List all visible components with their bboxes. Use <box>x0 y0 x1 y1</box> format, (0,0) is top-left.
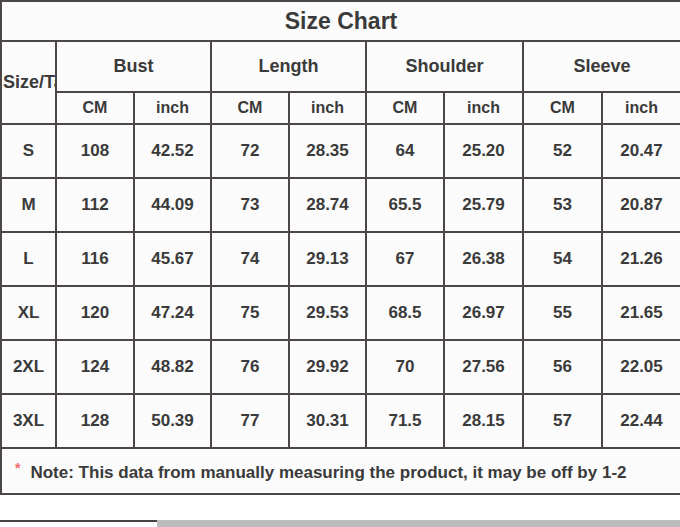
data-cell: 55 <box>523 286 602 340</box>
data-cell: 28.74 <box>289 178 366 232</box>
data-cell: 70 <box>366 340 444 394</box>
data-cell: 108 <box>56 124 134 178</box>
data-cell: 21.26 <box>602 232 680 286</box>
table-row: 2XL 124 48.82 76 29.92 70 27.56 56 22.05 <box>1 340 680 394</box>
data-cell: 21.65 <box>602 286 680 340</box>
data-cell: 52 <box>523 124 602 178</box>
data-cell: 50.39 <box>134 394 211 448</box>
size-label: S <box>1 124 56 178</box>
data-cell: 53 <box>523 178 602 232</box>
group-header-length: Length <box>211 41 366 92</box>
data-cell: 74 <box>211 232 289 286</box>
data-cell: 20.47 <box>602 124 680 178</box>
note-text: Note: This data from manually measuring … <box>30 463 626 482</box>
data-cell: 42.52 <box>134 124 211 178</box>
unit-header: CM <box>366 92 444 124</box>
data-cell: 48.82 <box>134 340 211 394</box>
data-cell: 26.97 <box>444 286 523 340</box>
data-cell: 29.13 <box>289 232 366 286</box>
data-cell: 77 <box>211 394 289 448</box>
note-row: * Note: This data from manually measuring… <box>1 448 680 494</box>
data-cell: 28.35 <box>289 124 366 178</box>
size-chart-table: Size Chart Size/Tag Bust Length Shoulder… <box>0 0 680 495</box>
data-cell: 73 <box>211 178 289 232</box>
group-header-bust: Bust <box>56 41 211 92</box>
data-cell: 71.5 <box>366 394 444 448</box>
data-cell: 45.67 <box>134 232 211 286</box>
data-cell: 20.87 <box>602 178 680 232</box>
unit-header: CM <box>523 92 602 124</box>
data-cell: 68.5 <box>366 286 444 340</box>
data-cell: 29.92 <box>289 340 366 394</box>
group-header-row: Size/Tag Bust Length Shoulder Sleeve <box>1 41 680 92</box>
data-cell: 75 <box>211 286 289 340</box>
unit-header: inch <box>602 92 680 124</box>
size-label: L <box>1 232 56 286</box>
bottom-cutoff-strip <box>0 520 680 527</box>
data-cell: 120 <box>56 286 134 340</box>
unit-header: inch <box>289 92 366 124</box>
bottom-strip-right <box>157 520 680 527</box>
table-row: XL 120 47.24 75 29.53 68.5 26.97 55 21.6… <box>1 286 680 340</box>
group-header-sleeve: Sleeve <box>523 41 680 92</box>
data-cell: 124 <box>56 340 134 394</box>
data-cell: 26.38 <box>444 232 523 286</box>
corner-header-size-tag: Size/Tag <box>1 41 56 124</box>
data-cell: 67 <box>366 232 444 286</box>
page-title: Size Chart <box>1 1 680 41</box>
data-cell: 72 <box>211 124 289 178</box>
note-cell: * Note: This data from manually measuring… <box>1 448 680 494</box>
unit-header: CM <box>56 92 134 124</box>
data-cell: 116 <box>56 232 134 286</box>
title-row: Size Chart <box>1 1 680 41</box>
data-cell: 44.09 <box>134 178 211 232</box>
data-cell: 25.79 <box>444 178 523 232</box>
size-label: XL <box>1 286 56 340</box>
size-label: 3XL <box>1 394 56 448</box>
data-cell: 64 <box>366 124 444 178</box>
data-cell: 22.05 <box>602 340 680 394</box>
size-chart: Size Chart Size/Tag Bust Length Shoulder… <box>0 0 680 527</box>
unit-header: inch <box>134 92 211 124</box>
group-header-shoulder: Shoulder <box>366 41 523 92</box>
size-label: 2XL <box>1 340 56 394</box>
size-label: M <box>1 178 56 232</box>
unit-header: CM <box>211 92 289 124</box>
data-cell: 28.15 <box>444 394 523 448</box>
bottom-strip-left <box>0 520 157 527</box>
data-cell: 112 <box>56 178 134 232</box>
unit-header-row: CM inch CM inch CM inch CM inch <box>1 92 680 124</box>
data-cell: 22.44 <box>602 394 680 448</box>
table-row: M 112 44.09 73 28.74 65.5 25.79 53 20.87 <box>1 178 680 232</box>
data-cell: 54 <box>523 232 602 286</box>
data-cell: 56 <box>523 340 602 394</box>
data-cell: 25.20 <box>444 124 523 178</box>
asterisk-marker: * <box>15 460 20 476</box>
data-cell: 57 <box>523 394 602 448</box>
data-cell: 76 <box>211 340 289 394</box>
table-row: 3XL 128 50.39 77 30.31 71.5 28.15 57 22.… <box>1 394 680 448</box>
data-cell: 128 <box>56 394 134 448</box>
unit-header: inch <box>444 92 523 124</box>
data-cell: 27.56 <box>444 340 523 394</box>
table-row: S 108 42.52 72 28.35 64 25.20 52 20.47 <box>1 124 680 178</box>
data-cell: 29.53 <box>289 286 366 340</box>
data-cell: 30.31 <box>289 394 366 448</box>
table-row: L 116 45.67 74 29.13 67 26.38 54 21.26 <box>1 232 680 286</box>
data-cell: 65.5 <box>366 178 444 232</box>
data-cell: 47.24 <box>134 286 211 340</box>
